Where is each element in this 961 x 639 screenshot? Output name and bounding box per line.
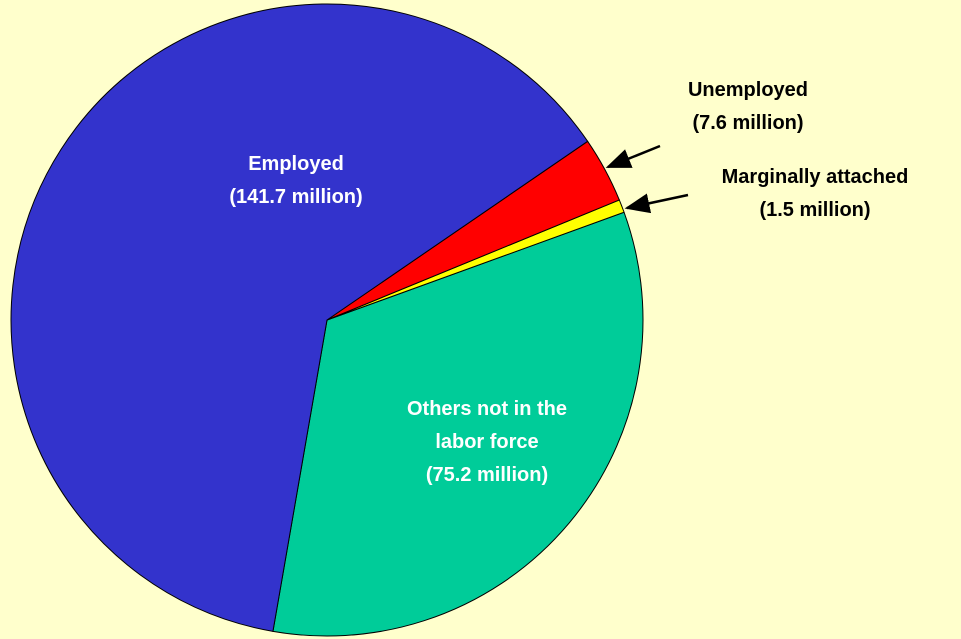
leader-arrow <box>624 193 689 214</box>
slice-value: (75.2 million) <box>425 464 549 486</box>
slice-value: (141.7 million) <box>229 186 363 208</box>
slice-label: Marginally attached (1.5 million) <box>670 161 960 227</box>
slice-name: Marginally attached <box>721 166 909 188</box>
slice-value: (1.5 million) <box>759 199 871 221</box>
slice-name: Unemployed <box>687 79 809 101</box>
leader-arrow <box>605 144 661 169</box>
slice-label: Employed (141.7 million) <box>186 148 406 214</box>
slice-name: Others not in the labor force <box>407 398 567 453</box>
slice-name: Employed <box>248 153 344 175</box>
slice-label: Others not in the labor force (75.2 milli… <box>398 393 576 492</box>
pie-slice <box>272 211 644 637</box>
pie-slice <box>10 3 589 632</box>
slice-value: (7.6 million) <box>692 112 804 134</box>
slice-label: Unemployed (7.6 million) <box>638 74 858 140</box>
